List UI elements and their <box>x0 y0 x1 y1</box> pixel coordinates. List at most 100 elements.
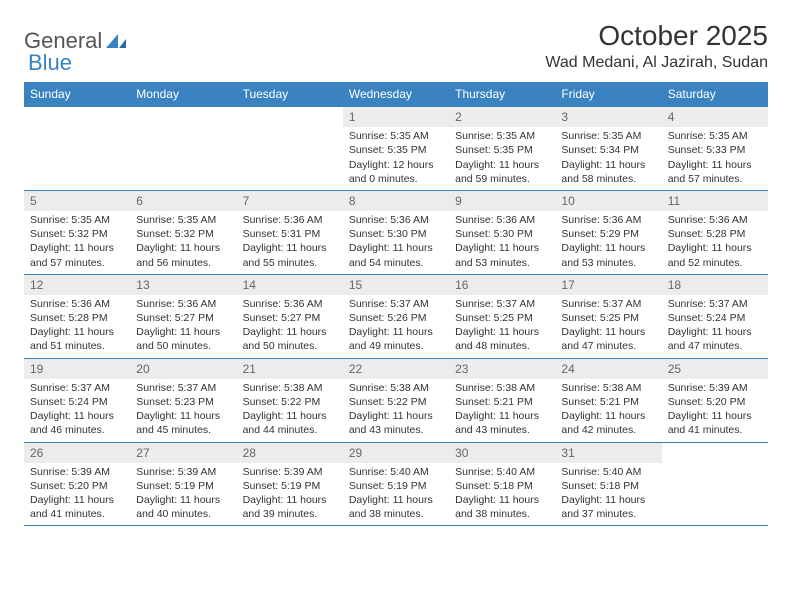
calendar-body: 1Sunrise: 5:35 AMSunset: 5:35 PMDaylight… <box>24 106 768 526</box>
calendar-cell: 19Sunrise: 5:37 AMSunset: 5:24 PMDayligh… <box>24 359 130 442</box>
day-number-empty <box>130 107 236 127</box>
location: Wad Medani, Al Jazirah, Sudan <box>545 54 768 72</box>
sunrise-text: Sunrise: 5:35 AM <box>561 129 655 143</box>
day-number: 7 <box>237 191 343 211</box>
sunrise-text: Sunrise: 5:38 AM <box>561 381 655 395</box>
sunrise-text: Sunrise: 5:38 AM <box>455 381 549 395</box>
day-body: Sunrise: 5:35 AMSunset: 5:34 PMDaylight:… <box>555 127 661 190</box>
daylight-text: Daylight: 11 hours and 53 minutes. <box>561 241 655 269</box>
sunset-text: Sunset: 5:18 PM <box>455 479 549 493</box>
sunrise-text: Sunrise: 5:36 AM <box>136 297 230 311</box>
calendar-cell: 14Sunrise: 5:36 AMSunset: 5:27 PMDayligh… <box>237 275 343 358</box>
sunrise-text: Sunrise: 5:37 AM <box>349 297 443 311</box>
calendar-cell: 29Sunrise: 5:40 AMSunset: 5:19 PMDayligh… <box>343 443 449 526</box>
sunrise-text: Sunrise: 5:35 AM <box>30 213 124 227</box>
day-body: Sunrise: 5:35 AMSunset: 5:35 PMDaylight:… <box>449 127 555 190</box>
day-body: Sunrise: 5:36 AMSunset: 5:29 PMDaylight:… <box>555 211 661 274</box>
sunrise-text: Sunrise: 5:37 AM <box>136 381 230 395</box>
calendar-cell: 21Sunrise: 5:38 AMSunset: 5:22 PMDayligh… <box>237 359 343 442</box>
week-row: 12Sunrise: 5:36 AMSunset: 5:28 PMDayligh… <box>24 274 768 358</box>
day-header-row: SundayMondayTuesdayWednesdayThursdayFrid… <box>24 82 768 106</box>
sunrise-text: Sunrise: 5:37 AM <box>455 297 549 311</box>
daylight-text: Daylight: 11 hours and 38 minutes. <box>349 493 443 521</box>
sunrise-text: Sunrise: 5:36 AM <box>668 213 762 227</box>
sunset-text: Sunset: 5:33 PM <box>668 143 762 157</box>
daylight-text: Daylight: 11 hours and 55 minutes. <box>243 241 337 269</box>
calendar-cell: 3Sunrise: 5:35 AMSunset: 5:34 PMDaylight… <box>555 107 661 190</box>
sunset-text: Sunset: 5:21 PM <box>455 395 549 409</box>
sunset-text: Sunset: 5:19 PM <box>243 479 337 493</box>
day-body: Sunrise: 5:35 AMSunset: 5:35 PMDaylight:… <box>343 127 449 190</box>
sunrise-text: Sunrise: 5:36 AM <box>349 213 443 227</box>
sunrise-text: Sunrise: 5:37 AM <box>668 297 762 311</box>
day-body: Sunrise: 5:37 AMSunset: 5:23 PMDaylight:… <box>130 379 236 442</box>
calendar-cell: 7Sunrise: 5:36 AMSunset: 5:31 PMDaylight… <box>237 191 343 274</box>
daylight-text: Daylight: 11 hours and 47 minutes. <box>668 325 762 353</box>
day-body: Sunrise: 5:37 AMSunset: 5:26 PMDaylight:… <box>343 295 449 358</box>
sunrise-text: Sunrise: 5:39 AM <box>30 465 124 479</box>
day-body: Sunrise: 5:38 AMSunset: 5:22 PMDaylight:… <box>343 379 449 442</box>
day-header: Saturday <box>662 82 768 106</box>
calendar-cell: 15Sunrise: 5:37 AMSunset: 5:26 PMDayligh… <box>343 275 449 358</box>
calendar-cell: 28Sunrise: 5:39 AMSunset: 5:19 PMDayligh… <box>237 443 343 526</box>
day-number: 10 <box>555 191 661 211</box>
sunset-text: Sunset: 5:35 PM <box>349 143 443 157</box>
day-number: 29 <box>343 443 449 463</box>
sunset-text: Sunset: 5:29 PM <box>561 227 655 241</box>
sunrise-text: Sunrise: 5:35 AM <box>136 213 230 227</box>
calendar-cell: 27Sunrise: 5:39 AMSunset: 5:19 PMDayligh… <box>130 443 236 526</box>
day-number: 2 <box>449 107 555 127</box>
title-block: October 2025 Wad Medani, Al Jazirah, Sud… <box>545 20 768 72</box>
daylight-text: Daylight: 11 hours and 40 minutes. <box>136 493 230 521</box>
day-number: 9 <box>449 191 555 211</box>
sunrise-text: Sunrise: 5:39 AM <box>668 381 762 395</box>
sunrise-text: Sunrise: 5:38 AM <box>243 381 337 395</box>
daylight-text: Daylight: 11 hours and 56 minutes. <box>136 241 230 269</box>
sunset-text: Sunset: 5:28 PM <box>30 311 124 325</box>
sunrise-text: Sunrise: 5:37 AM <box>561 297 655 311</box>
calendar-cell: 22Sunrise: 5:38 AMSunset: 5:22 PMDayligh… <box>343 359 449 442</box>
day-number: 31 <box>555 443 661 463</box>
daylight-text: Daylight: 11 hours and 43 minutes. <box>455 409 549 437</box>
day-body: Sunrise: 5:37 AMSunset: 5:25 PMDaylight:… <box>555 295 661 358</box>
sunrise-text: Sunrise: 5:40 AM <box>455 465 549 479</box>
daylight-text: Daylight: 11 hours and 42 minutes. <box>561 409 655 437</box>
daylight-text: Daylight: 11 hours and 53 minutes. <box>455 241 549 269</box>
daylight-text: Daylight: 11 hours and 38 minutes. <box>455 493 549 521</box>
calendar-cell: 31Sunrise: 5:40 AMSunset: 5:18 PMDayligh… <box>555 443 661 526</box>
sunrise-text: Sunrise: 5:37 AM <box>30 381 124 395</box>
day-number: 16 <box>449 275 555 295</box>
sunset-text: Sunset: 5:34 PM <box>561 143 655 157</box>
daylight-text: Daylight: 11 hours and 54 minutes. <box>349 241 443 269</box>
day-number: 23 <box>449 359 555 379</box>
day-header: Monday <box>130 82 236 106</box>
calendar-cell: 8Sunrise: 5:36 AMSunset: 5:30 PMDaylight… <box>343 191 449 274</box>
sunset-text: Sunset: 5:31 PM <box>243 227 337 241</box>
header: General October 2025 Wad Medani, Al Jazi… <box>24 20 768 72</box>
day-body: Sunrise: 5:38 AMSunset: 5:22 PMDaylight:… <box>237 379 343 442</box>
day-body: Sunrise: 5:40 AMSunset: 5:18 PMDaylight:… <box>449 463 555 526</box>
sunset-text: Sunset: 5:24 PM <box>30 395 124 409</box>
sunrise-text: Sunrise: 5:35 AM <box>455 129 549 143</box>
sunrise-text: Sunrise: 5:39 AM <box>243 465 337 479</box>
sunset-text: Sunset: 5:18 PM <box>561 479 655 493</box>
daylight-text: Daylight: 11 hours and 50 minutes. <box>136 325 230 353</box>
sunset-text: Sunset: 5:22 PM <box>243 395 337 409</box>
calendar: SundayMondayTuesdayWednesdayThursdayFrid… <box>24 82 768 526</box>
week-row: 5Sunrise: 5:35 AMSunset: 5:32 PMDaylight… <box>24 190 768 274</box>
day-body: Sunrise: 5:36 AMSunset: 5:30 PMDaylight:… <box>343 211 449 274</box>
day-number-empty <box>237 107 343 127</box>
sunset-text: Sunset: 5:20 PM <box>30 479 124 493</box>
day-number: 4 <box>662 107 768 127</box>
sunset-text: Sunset: 5:24 PM <box>668 311 762 325</box>
day-number-empty <box>662 443 768 463</box>
sunset-text: Sunset: 5:27 PM <box>243 311 337 325</box>
daylight-text: Daylight: 11 hours and 41 minutes. <box>668 409 762 437</box>
sunset-text: Sunset: 5:20 PM <box>668 395 762 409</box>
logo-sail-icon <box>106 34 126 48</box>
sunset-text: Sunset: 5:30 PM <box>349 227 443 241</box>
sunset-text: Sunset: 5:28 PM <box>668 227 762 241</box>
sunrise-text: Sunrise: 5:40 AM <box>349 465 443 479</box>
day-number-empty <box>24 107 130 127</box>
daylight-text: Daylight: 12 hours and 0 minutes. <box>349 158 443 186</box>
